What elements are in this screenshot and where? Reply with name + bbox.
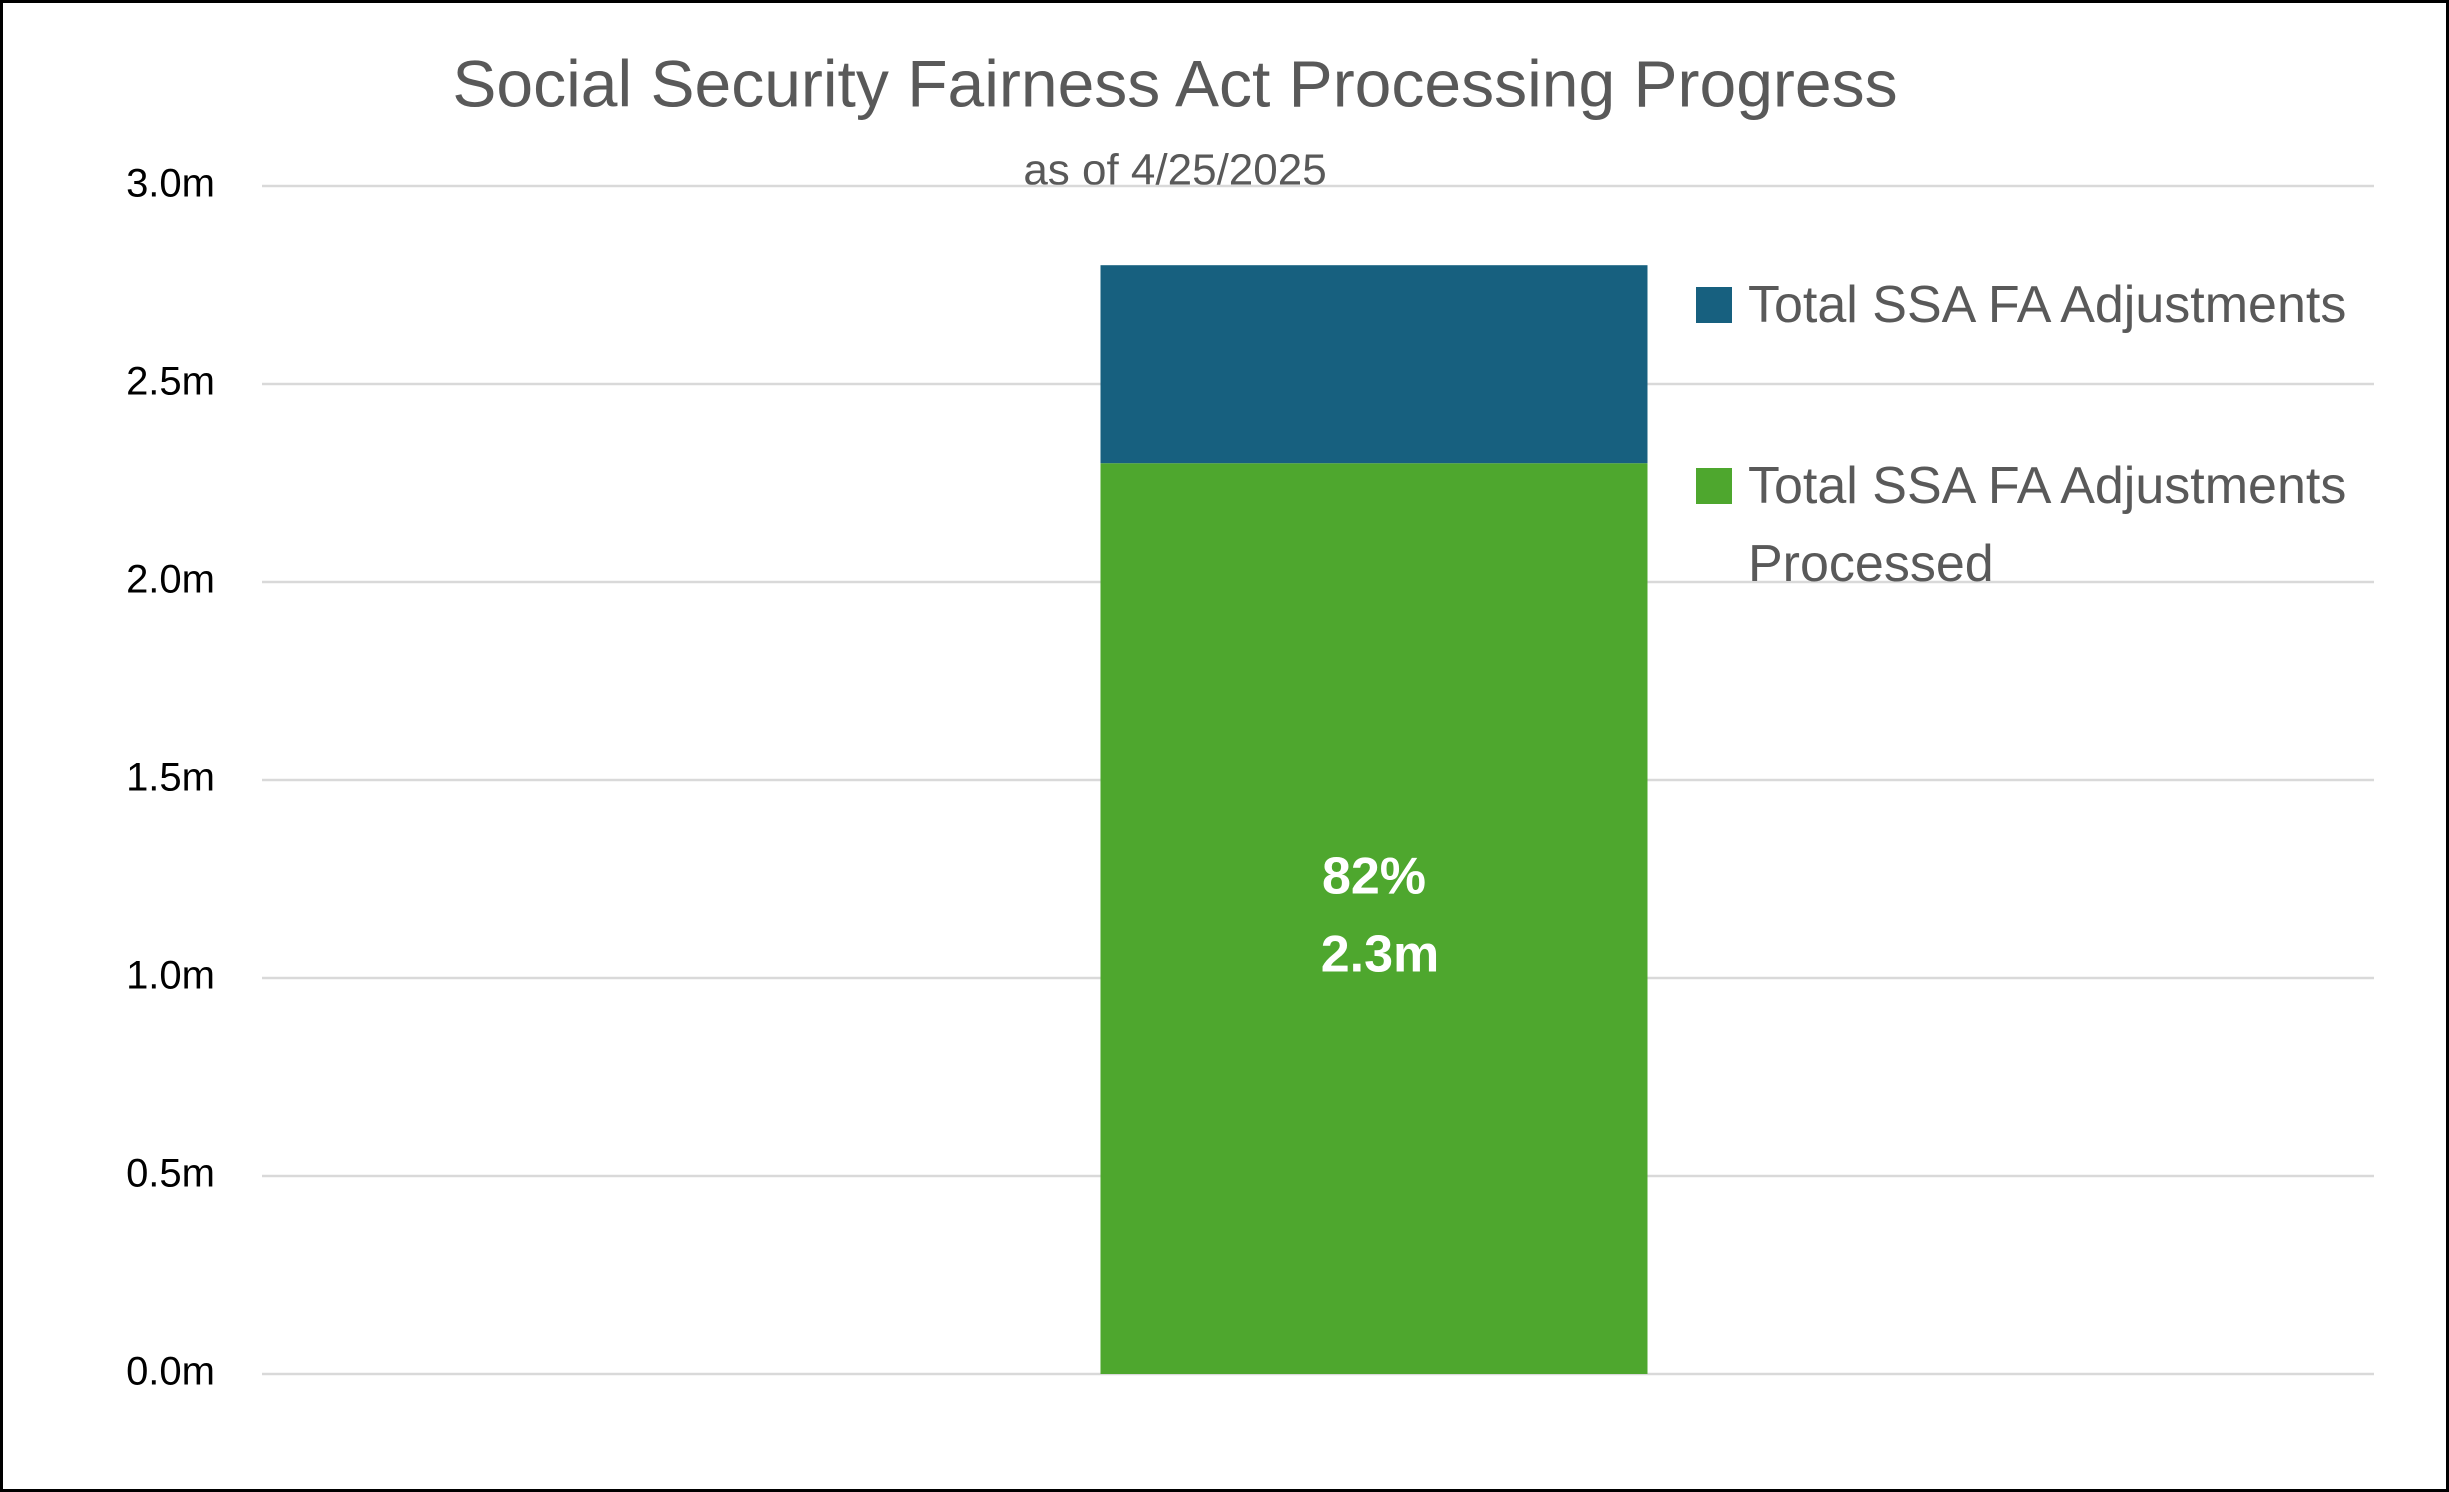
y-tick-label: 2.0m [126, 558, 215, 602]
y-tick-label: 0.5m [126, 1152, 215, 1196]
y-tick-label: 1.5m [126, 756, 215, 800]
y-tick-label: 0.0m [126, 1350, 215, 1394]
legend-label: Total SSA FA Adjustments [1748, 276, 2347, 334]
legend-label: Total SSA FA Adjustments Processed [1748, 457, 2347, 593]
y-tick-label: 1.0m [126, 954, 215, 998]
legend-swatch [1696, 468, 1732, 504]
data-label: 2.3m [1321, 925, 1440, 983]
bar-segment [1100, 265, 1648, 464]
legend-item: Total SSA FA Adjustments [1696, 266, 2396, 344]
y-tick-label: 2.5m [126, 360, 215, 404]
legend-item: Total SSA FA Adjustments Processed [1696, 447, 2396, 603]
y-tick-label: 3.0m [126, 162, 215, 206]
data-label-percent: 82% [1322, 847, 1426, 905]
chart-title: Social Security Fairness Act Processing … [452, 46, 1897, 120]
chart-subtitle: as of 4/25/2025 [1023, 146, 1326, 195]
legend-swatch [1696, 287, 1732, 323]
bar-segment [1100, 463, 1648, 1374]
